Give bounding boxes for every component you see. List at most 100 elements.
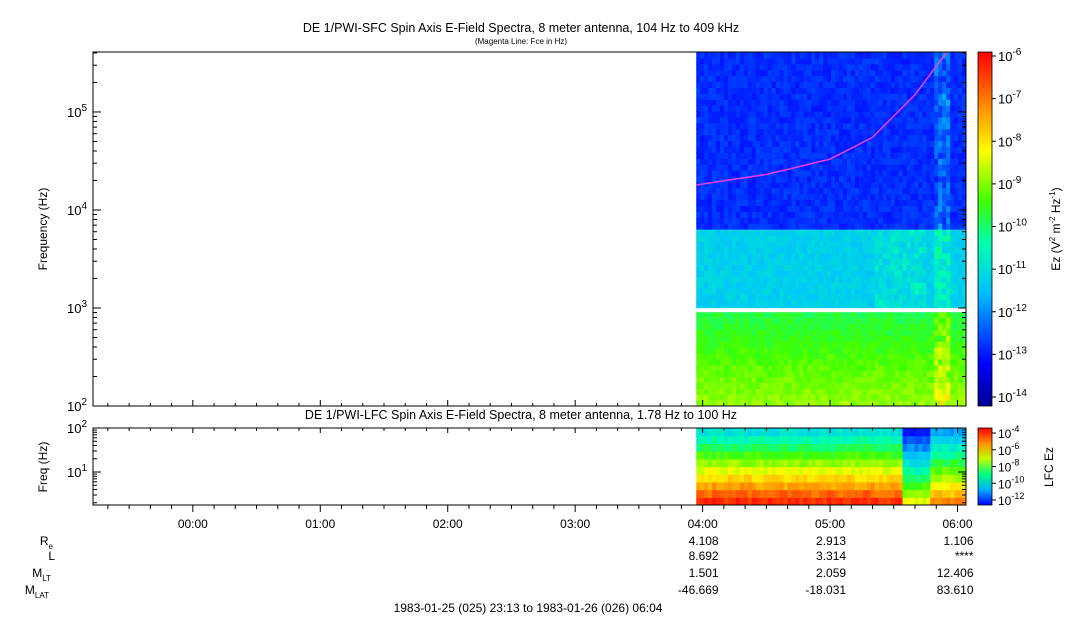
spectrogram-cell <box>938 252 943 260</box>
spectrogram-cell <box>914 341 919 348</box>
spectrogram-cell <box>831 229 836 236</box>
spectrogram-cell <box>724 293 729 301</box>
spectrogram-cell <box>890 217 896 224</box>
spectrogram-cell <box>938 111 943 118</box>
spectrogram-cell <box>910 199 916 206</box>
spectrogram-cell <box>850 458 856 468</box>
spectrogram-cell <box>720 258 725 265</box>
spectrogram-cell <box>866 474 872 483</box>
spectrogram-cell <box>862 87 868 94</box>
spectrogram-cell <box>882 276 888 283</box>
spectrogram-cell <box>850 164 856 171</box>
spectrogram-cell <box>779 223 785 230</box>
spectrogram-cell <box>922 329 927 336</box>
spectrogram-cell <box>843 246 848 254</box>
spectrogram-cell <box>735 105 741 112</box>
spectrogram-cell <box>708 443 713 452</box>
spectrogram-cell <box>747 370 753 378</box>
spectrogram-cell <box>704 205 709 212</box>
spectrogram-cell <box>835 299 840 307</box>
spectrogram-cell <box>724 489 729 498</box>
spectrogram-cell <box>954 211 959 218</box>
spectrogram-cell <box>791 364 797 372</box>
spectrogram-cell <box>950 111 955 118</box>
spectrogram-cell <box>791 63 797 71</box>
spectrogram-cell <box>751 264 757 271</box>
spectrogram-cell <box>739 352 745 360</box>
spectrogram-cell <box>962 270 966 277</box>
spectrogram-cell <box>787 57 793 65</box>
spectrogram-cell <box>870 205 876 212</box>
spectrogram-cell <box>755 443 761 452</box>
spectrogram-cell <box>839 128 844 136</box>
spectrogram-cell <box>759 443 765 452</box>
spectrogram-cell <box>751 93 757 100</box>
spectrogram-cell <box>771 489 777 498</box>
spectrogram-cell <box>938 451 943 460</box>
spectrogram-cell <box>934 229 939 236</box>
spectrogram-cell <box>727 217 733 224</box>
spectrogram-cell <box>787 93 793 100</box>
spectrogram-cell <box>712 75 717 83</box>
spectrogram-cell <box>775 458 781 468</box>
spectrogram-cell <box>922 451 927 460</box>
spectrogram-cell <box>946 341 951 348</box>
spectrogram-cell <box>846 246 852 254</box>
spectrogram-cell <box>811 293 816 301</box>
spectrogram-cell <box>958 394 963 401</box>
spectrogram-cell <box>835 234 840 242</box>
spectrogram-cell <box>894 329 900 336</box>
spectrogram-cell <box>700 181 705 189</box>
spectrogram-cell <box>783 376 789 383</box>
spectrogram-cell <box>807 111 812 118</box>
spectrogram-cell <box>755 458 761 468</box>
spectrogram-cell <box>882 134 888 142</box>
spectrogram-cell <box>795 211 800 218</box>
spectrogram-cell <box>775 358 781 366</box>
spectrogram-cell <box>906 323 912 330</box>
spectrogram-cell <box>708 199 713 206</box>
spectrogram-cell <box>950 105 955 112</box>
spectrogram-cell <box>763 282 769 289</box>
spectrogram-cell <box>918 352 923 360</box>
spectrogram-cell <box>759 276 765 283</box>
spectrogram-cell <box>898 451 904 460</box>
spectrogram-cell <box>704 211 709 218</box>
spectrogram-cell <box>811 370 816 378</box>
spectrogram-cell <box>890 352 896 360</box>
spectrogram-cell <box>946 223 951 230</box>
spectrogram-cell <box>807 451 812 460</box>
spectrogram-cell <box>775 252 781 260</box>
spectrogram-cell <box>910 116 916 124</box>
spectrogram-cell <box>918 358 923 366</box>
spectrogram-cell <box>831 282 836 289</box>
spectrogram-cell <box>846 335 852 342</box>
spectrogram-cell <box>866 87 872 94</box>
spectrogram-cell <box>704 111 709 118</box>
spectrogram-cell <box>930 164 935 171</box>
spectrogram-cell <box>906 358 912 366</box>
spectrogram-cell <box>886 199 892 206</box>
spectrogram-cell <box>727 105 733 112</box>
spectrogram-cell <box>874 388 880 395</box>
spectrogram-cell <box>787 364 793 372</box>
spectrogram-cell <box>787 193 793 201</box>
spectrogram-cell <box>850 128 856 136</box>
spectrogram-cell <box>934 199 939 206</box>
spectrogram-cell <box>708 400 713 406</box>
spectrogram-cell <box>763 187 769 195</box>
spectrogram-cell <box>751 246 757 254</box>
spectrogram-cell <box>906 282 912 289</box>
spectrogram-cell <box>850 140 856 147</box>
spectrogram-cell <box>954 264 959 271</box>
spectrogram-cell <box>839 341 844 348</box>
spectrogram-cell <box>779 481 785 491</box>
spectrogram-cell <box>724 347 729 354</box>
spectrogram-cell <box>767 466 773 475</box>
spectrogram-cell <box>795 489 800 498</box>
spectrogram-cell <box>934 234 939 242</box>
spectrogram-cell <box>962 87 966 94</box>
spectrogram-cell <box>958 116 963 124</box>
spectrogram-cell <box>843 451 848 460</box>
spectrogram-cell <box>898 229 904 236</box>
